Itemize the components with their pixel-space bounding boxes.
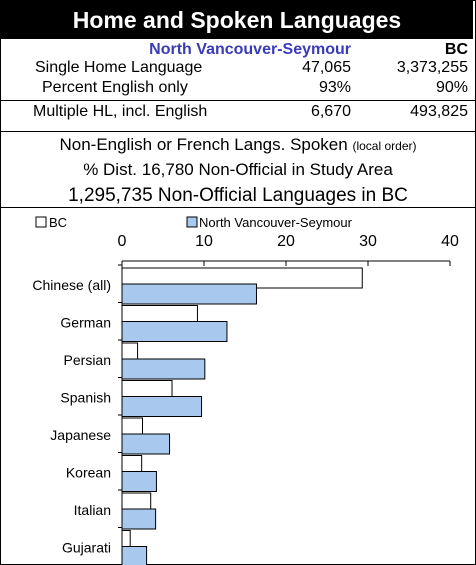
stats-row-region-value: 47,065 — [302, 59, 351, 76]
legend-swatch-region — [186, 216, 198, 228]
stats-table: North Vancouver-Seymour BC Single Home L… — [0, 40, 476, 132]
info-line-1: Non-English or French Langs. Spoken (loc… — [0, 134, 476, 157]
info-line-2: % Dist. 16,780 Non-Official in Study Are… — [83, 160, 393, 179]
category-label: Gujarati — [62, 540, 111, 556]
bar-region — [121, 546, 148, 565]
x-tick-label: 20 — [277, 233, 295, 250]
info-line-1-text: Non-English or French Langs. Spoken — [59, 135, 348, 154]
legend-label-region: North Vancouver-Seymour — [199, 215, 353, 230]
stats-row-label: Single Home Language — [35, 59, 203, 76]
bar-region — [121, 358, 206, 380]
category-label: Italian — [74, 502, 111, 518]
x-tick-label: 0 — [118, 233, 127, 250]
category-label: Persian — [64, 352, 111, 368]
stats-divider — [0, 100, 476, 101]
stats-row-region-value: 6,670 — [310, 103, 351, 120]
category-label: Japanese — [50, 427, 111, 443]
info-line-3: 1,295,735 Non-Official Languages in BC — [68, 185, 408, 206]
category-label: German — [60, 315, 111, 331]
x-tick-label: 30 — [359, 233, 377, 250]
category-label: Korean — [66, 465, 111, 481]
x-tick-label: 10 — [195, 233, 213, 250]
x-tick-label: 40 — [441, 233, 459, 250]
bar-region — [121, 508, 157, 530]
category-label: Spanish — [60, 390, 111, 406]
region-header: North Vancouver-Seymour — [149, 41, 351, 58]
stats-row-bc-value: 493,825 — [410, 103, 468, 120]
bar-region — [121, 471, 157, 492]
stats-row-label: Multiple HL, incl. English — [33, 103, 208, 120]
stats-row-bc-value: 3,373,255 — [396, 59, 468, 76]
bar-region — [121, 396, 203, 417]
stats-row: Percent English only 93% 90% — [0, 78, 476, 98]
bar-region — [121, 283, 257, 305]
info-line-1-note: (local order) — [352, 139, 417, 153]
stats-row: Multiple HL, incl. English 6,670 493,825 — [0, 102, 476, 122]
legend-label-bc: BC — [49, 215, 67, 230]
category-label: Chinese (all) — [32, 277, 111, 293]
section-divider — [0, 131, 476, 132]
bar-region — [121, 433, 171, 455]
bar-region — [121, 321, 228, 342]
stats-row-bc-value: 90% — [435, 79, 468, 96]
stats-row-region-value: 93% — [318, 79, 351, 96]
stats-row: Single Home Language 47,065 3,373,255 — [0, 58, 476, 78]
legend-swatch-bc — [35, 216, 47, 228]
panel-title: Home and Spoken Languages — [1, 1, 473, 39]
stats-header-row: North Vancouver-Seymour BC — [0, 40, 476, 60]
bc-header: BC — [444, 41, 468, 58]
chart-divider — [0, 207, 476, 208]
stats-row-label: Percent English only — [42, 79, 188, 96]
